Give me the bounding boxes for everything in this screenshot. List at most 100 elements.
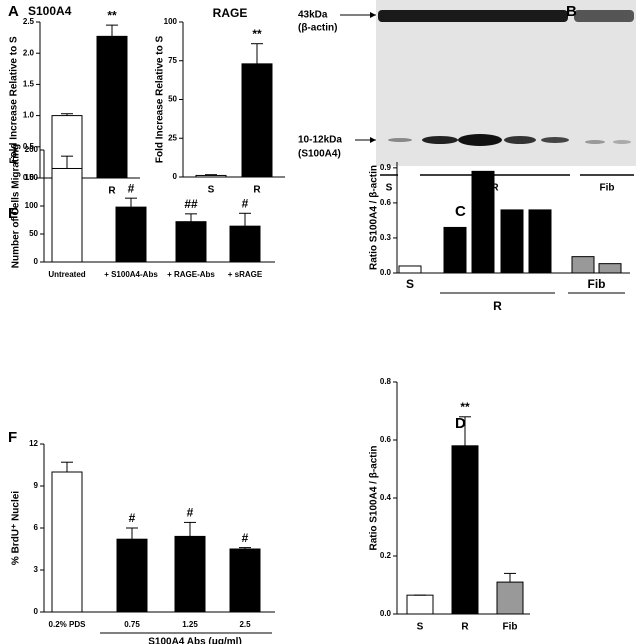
bar <box>528 209 552 274</box>
y-tick-label: 0.0 <box>23 173 35 182</box>
bar <box>115 206 147 263</box>
blot-panel: B 43kDa (β-actin) 10-12kDa (S100A4) S R … <box>298 0 636 194</box>
y-tick-label: 100 <box>25 201 39 210</box>
y-tick-label: 1.0 <box>23 111 35 120</box>
panel-label: A <box>8 3 19 20</box>
lane-label: R <box>491 183 499 194</box>
group-label: S <box>406 277 414 291</box>
bar <box>229 548 261 613</box>
bar <box>571 256 595 274</box>
band-label: 43kDa <box>298 10 328 21</box>
significance: # <box>187 506 194 520</box>
y-tick-label: 3 <box>34 565 39 574</box>
lane-label: S <box>386 183 393 194</box>
y-tick-label: 200 <box>25 145 39 154</box>
group-label: Fib <box>588 277 606 291</box>
panel-label: D <box>455 415 466 432</box>
y-tick-label: 0 <box>34 607 39 616</box>
y-tick-label: 0.6 <box>380 435 392 444</box>
band-label: 10-12kDa <box>298 135 342 146</box>
chart-title: S100A4 <box>28 4 72 18</box>
x-tick-label: S <box>208 185 215 196</box>
significance: ** <box>107 8 117 22</box>
x-tick-label: R <box>461 622 469 633</box>
x-tick-label: + sRAGE <box>228 270 263 279</box>
bar <box>496 581 524 615</box>
y-tick-label: 2.5 <box>23 17 35 26</box>
y-tick-label: 0.5 <box>23 142 35 151</box>
x-tick-label: R <box>108 186 116 197</box>
blot-band <box>541 137 569 143</box>
blot-band <box>378 10 568 22</box>
y-tick-label: 0.2 <box>380 551 392 560</box>
panel-label: B <box>566 3 577 20</box>
y-tick-label: 0.9 <box>380 163 392 172</box>
bar <box>406 594 434 615</box>
x-tick-label: 1.25 <box>182 620 198 629</box>
x-tick-label: 0.2% PDS <box>49 620 87 629</box>
y-tick-label: 0.6 <box>380 198 392 207</box>
y-tick-label: 0.0 <box>380 268 392 277</box>
y-tick-label: 12 <box>29 439 38 448</box>
y-tick-label: 0 <box>34 257 39 266</box>
significance: # <box>242 531 249 545</box>
x-tick-label: + RAGE-Abs <box>167 270 215 279</box>
y-tick-label: 0.4 <box>380 493 392 502</box>
blot-band <box>388 138 412 142</box>
panel-label: F <box>8 429 17 446</box>
bar <box>451 445 479 615</box>
significance: # <box>128 181 135 195</box>
y-axis-label: Fold Increase Relative to S <box>155 36 166 164</box>
significance: # <box>129 511 136 525</box>
bar <box>241 63 273 178</box>
y-axis-label: Ratio S100A4 / β-actin <box>369 445 380 550</box>
y-tick-label: 0 <box>173 172 178 181</box>
blot-band <box>458 134 502 146</box>
x-tick-label: Untreated <box>48 270 85 279</box>
y-tick-label: 0.0 <box>380 609 392 618</box>
blot-band <box>574 10 634 22</box>
y-tick-label: 0.3 <box>380 233 392 242</box>
panel-label: C <box>455 203 466 220</box>
blot-band <box>585 140 605 144</box>
bar <box>398 265 422 274</box>
bar <box>51 167 83 263</box>
y-axis-label: Fold Increase Relative to S <box>9 36 20 164</box>
y-tick-label: 50 <box>29 229 38 238</box>
significance: ** <box>252 27 262 41</box>
bar <box>195 174 227 178</box>
y-tick-label: 0.8 <box>380 377 392 386</box>
lane-label: Fib <box>600 183 615 194</box>
band-sublabel: (S100A4) <box>298 149 341 160</box>
x-tick-label: 0.75 <box>124 620 140 629</box>
bar <box>471 170 495 274</box>
significance: # <box>242 196 249 210</box>
y-tick-label: 25 <box>168 133 177 142</box>
band-sublabel: (β-actin) <box>298 23 337 34</box>
x-tick-label: Fib <box>503 622 518 633</box>
panel-label: E <box>8 205 18 222</box>
x-axis-label: S100A4 Abs (μg/ml) <box>148 637 242 644</box>
chart-title: RAGE <box>213 6 248 20</box>
x-tick-label: 2.5 <box>239 620 251 629</box>
bar <box>116 538 148 613</box>
y-tick-label: 9 <box>34 481 39 490</box>
significance: ** <box>460 400 470 414</box>
bar <box>96 35 128 179</box>
x-tick-label: R <box>253 185 261 196</box>
x-tick-label: S <box>417 622 424 633</box>
bar <box>598 263 622 274</box>
arrow-head <box>370 137 376 143</box>
blot-band <box>504 136 536 144</box>
blot-band <box>422 136 458 144</box>
y-tick-label: 50 <box>168 95 177 104</box>
y-axis-label: % BrdU⁺ Nuclei <box>11 491 22 565</box>
bar <box>51 471 83 613</box>
y-axis-label: Number of Cells Migrating <box>11 144 22 268</box>
x-tick-label: + S100A4-Abs <box>104 270 158 279</box>
y-axis-label: Ratio S100A4 / β-actin <box>369 165 380 270</box>
blot-band <box>613 140 631 144</box>
bar <box>174 535 206 613</box>
bar <box>175 221 207 263</box>
